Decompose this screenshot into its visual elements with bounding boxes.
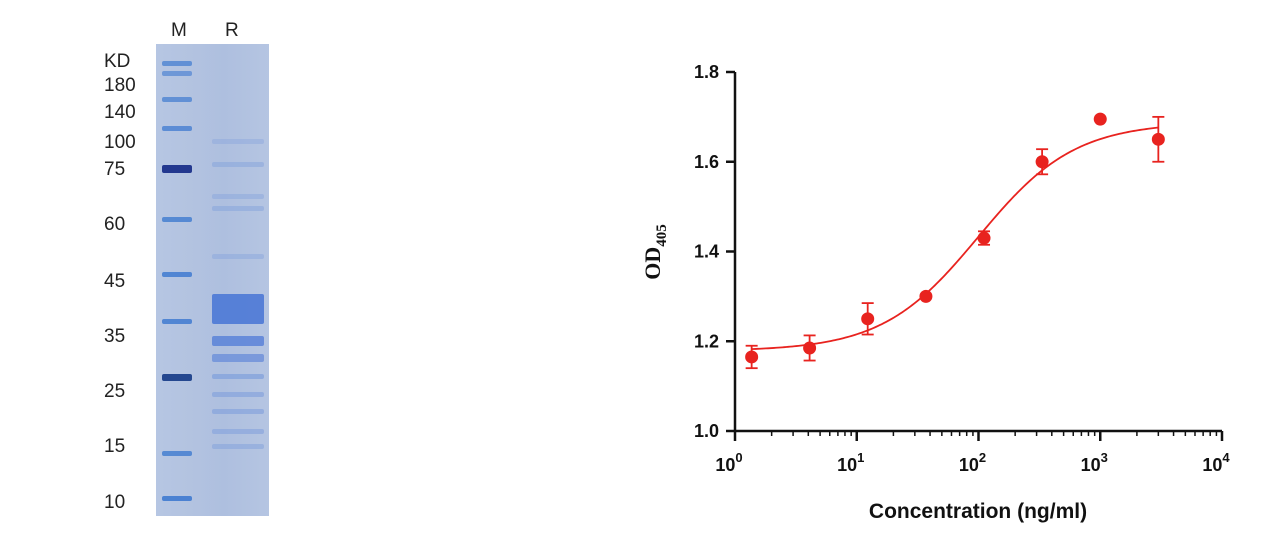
mw-label-75: 75 <box>104 159 126 180</box>
ladder-band <box>162 61 192 66</box>
x-tick-base: 10 <box>1202 455 1222 475</box>
mw-label-10: 10 <box>104 492 126 513</box>
sample-band <box>212 444 264 449</box>
x-tick-base: 10 <box>959 455 979 475</box>
mw-label-180: 180 <box>104 75 136 96</box>
dose-response-chart: 1.01.21.41.61.8 100 101 102 103 104 Concentr… <box>640 62 1230 523</box>
y-tick-label: 1.2 <box>694 331 719 351</box>
x-tick-exponent: 3 <box>1101 450 1108 465</box>
mw-label-35: 35 <box>104 326 126 347</box>
sample-band <box>212 429 264 434</box>
data-point <box>1035 155 1049 169</box>
mw-unit-label: KD <box>104 51 131 72</box>
sample-band <box>212 139 264 144</box>
ladder-band <box>162 319 192 324</box>
sample-band <box>212 409 264 414</box>
x-tick-exponent: 0 <box>735 450 742 465</box>
x-axis-ticks: 100 101 102 103 104 <box>715 431 1230 475</box>
x-tick-label: 101 <box>837 450 864 475</box>
sample-band <box>212 254 264 259</box>
fit-curve <box>751 126 1159 350</box>
sample-band <box>212 206 264 211</box>
mw-label-45: 45 <box>104 271 126 292</box>
y-tick-label: 1.0 <box>694 421 719 441</box>
data-point <box>803 341 817 355</box>
sample-band <box>212 336 264 346</box>
y-tick-label: 1.6 <box>694 152 719 172</box>
mw-label-60: 60 <box>104 214 126 235</box>
sample-band <box>212 194 264 199</box>
x-tick-exponent: 1 <box>857 450 864 465</box>
data-point <box>1093 112 1107 126</box>
gel-image <box>156 44 269 516</box>
ladder-band <box>162 217 192 222</box>
mw-label-100: 100 <box>104 132 136 153</box>
x-tick-exponent: 4 <box>1222 450 1230 465</box>
lane-header-sample: R <box>225 20 239 41</box>
y-tick-label: 1.4 <box>694 242 719 262</box>
x-tick-exponent: 2 <box>979 450 986 465</box>
data-point <box>977 231 991 245</box>
x-tick-label: 100 <box>715 450 742 475</box>
y-axis-title-subscript: 405 <box>654 224 670 247</box>
sample-band <box>212 374 264 379</box>
data-point <box>919 289 933 303</box>
y-axis-ticks: 1.0 1.2 1.4 1.6 1.8 <box>694 62 735 441</box>
ladder-band-25 <box>162 374 192 381</box>
data-point <box>861 312 875 326</box>
ladder-band-75 <box>162 165 192 173</box>
x-tick-label: 104 <box>1202 450 1230 475</box>
x-tick-base: 10 <box>715 455 735 475</box>
sample-band-main <box>212 294 264 324</box>
data-points <box>745 112 1165 370</box>
ladder-band <box>162 126 192 131</box>
mw-label-15: 15 <box>104 436 126 457</box>
y-axis-title: OD405 <box>640 224 670 280</box>
mw-label-25: 25 <box>104 381 126 402</box>
data-point <box>1151 132 1165 146</box>
ladder-band <box>162 496 192 501</box>
y-tick-label: 1.8 <box>694 62 719 82</box>
gel-panel: M R KD 180 140 100 75 60 45 35 25 15 10 <box>0 0 300 551</box>
x-tick-base: 10 <box>1081 455 1101 475</box>
x-tick-label: 103 <box>1081 450 1108 475</box>
ladder-band <box>162 97 192 102</box>
x-tick-label: 102 <box>959 450 986 475</box>
ladder-band <box>162 71 192 76</box>
lane-header-marker: M <box>171 20 187 41</box>
x-tick-base: 10 <box>837 455 857 475</box>
sample-band <box>212 392 264 397</box>
x-axis-title: Concentration (ng/ml) <box>869 500 1087 523</box>
sample-band <box>212 162 264 167</box>
ladder-band <box>162 272 192 277</box>
sample-band <box>212 354 264 362</box>
data-point <box>745 350 759 364</box>
ladder-band <box>162 451 192 456</box>
y-axis-title-main: OD <box>640 247 665 280</box>
mw-label-140: 140 <box>104 102 136 123</box>
